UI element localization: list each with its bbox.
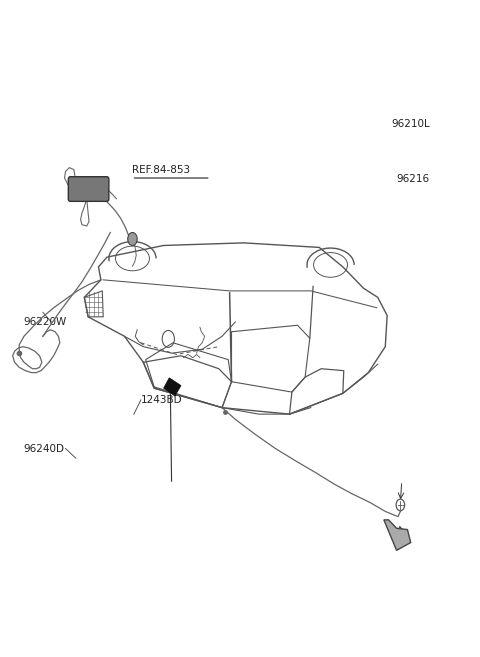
Polygon shape <box>384 520 411 551</box>
FancyBboxPatch shape <box>68 177 109 201</box>
Polygon shape <box>164 378 181 396</box>
Text: 96210L: 96210L <box>391 119 430 129</box>
Circle shape <box>128 233 137 246</box>
Text: 1243BD: 1243BD <box>141 395 182 405</box>
Text: 96216: 96216 <box>396 174 430 185</box>
Text: 96240D: 96240D <box>23 443 64 453</box>
Text: REF.84-853: REF.84-853 <box>132 164 190 175</box>
Text: 96220W: 96220W <box>23 317 66 327</box>
